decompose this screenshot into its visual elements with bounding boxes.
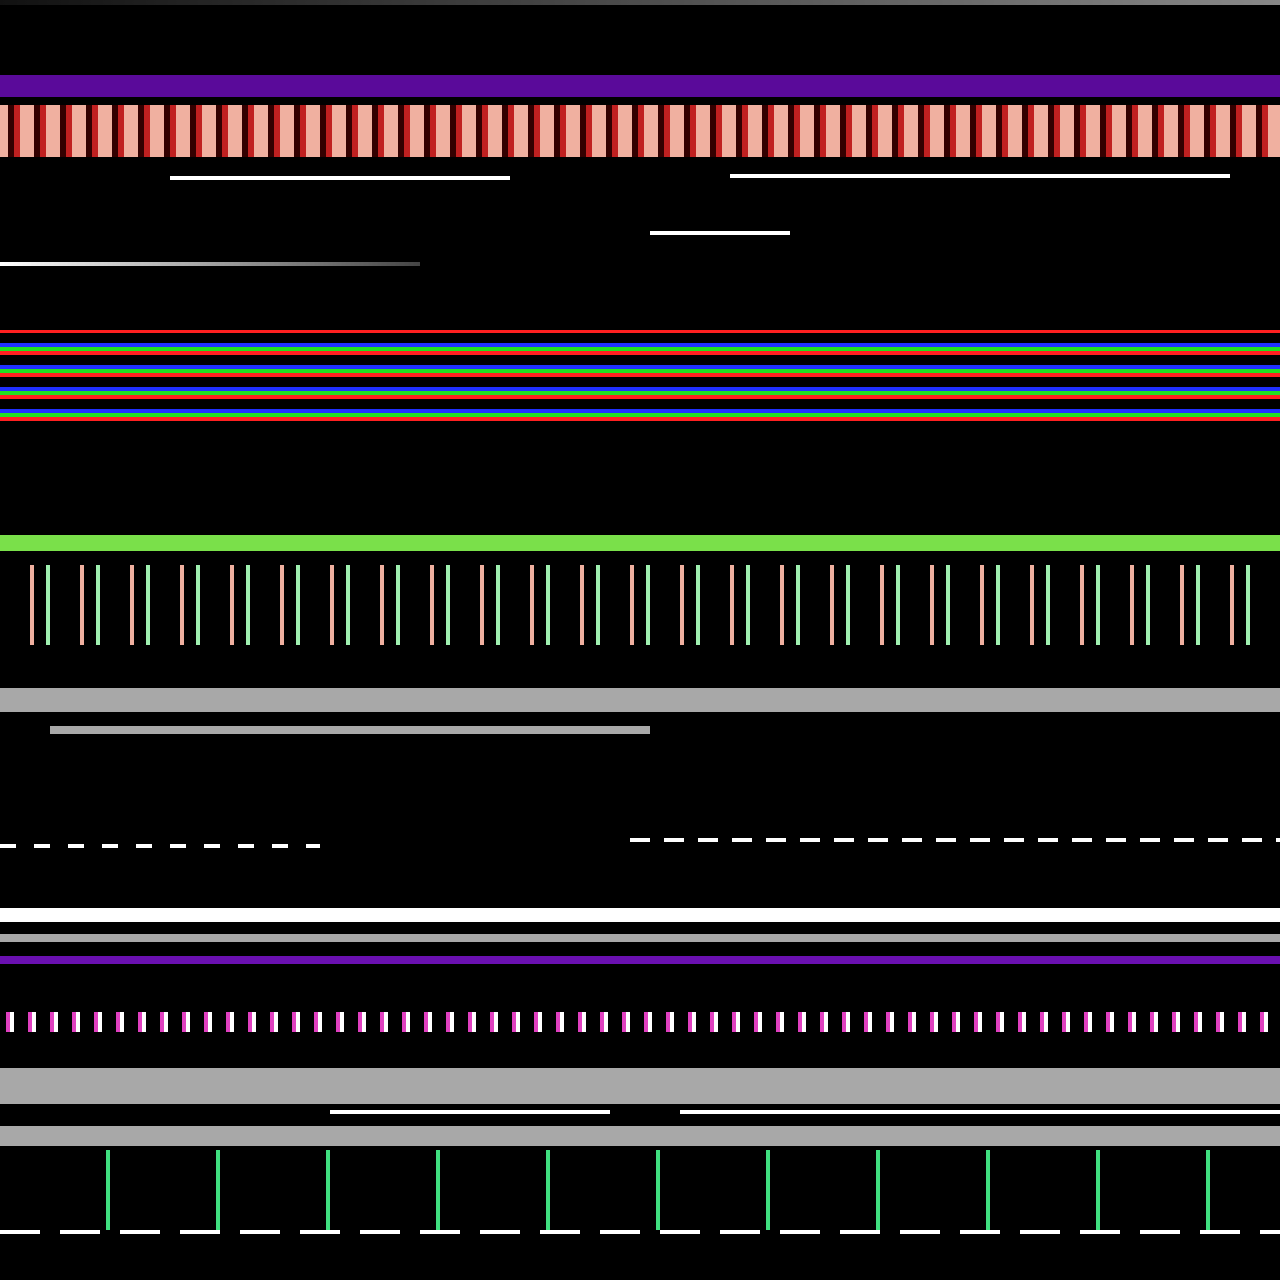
gray-bar	[0, 1126, 1280, 1146]
pixel-column-band	[0, 565, 1280, 645]
white-streak	[0, 1230, 1280, 1234]
green-noise-band	[0, 535, 1280, 551]
magenta-noise-band	[0, 1012, 1280, 1032]
dashed-line	[0, 844, 320, 848]
purple-noise-band	[0, 75, 1280, 97]
salmon-noise-band	[0, 105, 1280, 157]
white-streak	[730, 174, 1230, 178]
gray-bar	[0, 688, 1280, 712]
dashed-line	[630, 838, 1280, 842]
rgb-stripe-band	[0, 330, 1280, 425]
gray-bar	[50, 726, 650, 734]
gray-bar	[0, 1068, 1280, 1104]
white-streak	[0, 262, 420, 266]
white-bar	[0, 908, 1280, 922]
white-streak	[650, 231, 790, 235]
white-streak	[170, 176, 510, 180]
top-gradient-bar	[0, 0, 1280, 5]
gray-bar	[0, 934, 1280, 942]
white-streak	[680, 1110, 1280, 1114]
purple-noise-band	[0, 956, 1280, 964]
white-streak	[330, 1110, 610, 1114]
green-dot-columns	[0, 1150, 1280, 1230]
